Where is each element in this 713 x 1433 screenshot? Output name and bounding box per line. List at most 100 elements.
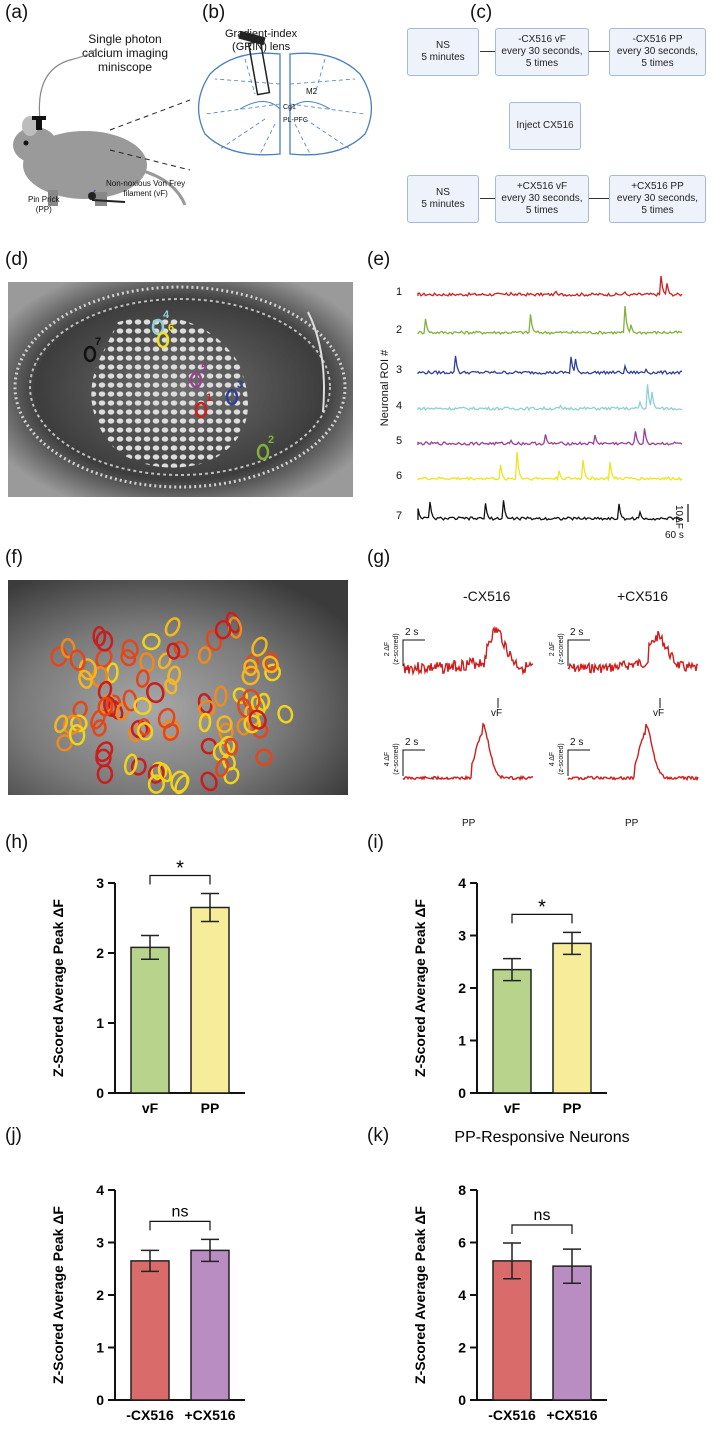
error-bar <box>503 957 521 982</box>
trace-1 <box>417 275 683 297</box>
chart-title: -CX516 <box>149 838 210 839</box>
y-tick-label: 2 <box>458 980 466 996</box>
y-axis-label: Z-Scored Average Peak ΔF <box>50 1206 66 1384</box>
y-axis-label: Z-Scored Average Peak ΔF <box>412 899 428 1077</box>
panel-label-e: (e) <box>367 249 391 270</box>
evoked-trace <box>567 630 699 674</box>
y-tick-label: 2 <box>458 1340 466 1356</box>
y-tick-label: 0 <box>96 1085 104 1101</box>
roi-ring <box>256 692 271 712</box>
chart-j-container: Z-Scored Average Peak ΔF 0 1 2 3 4 -CX516 +CX51… <box>30 1130 350 1430</box>
x-tick-label: vF <box>142 1100 159 1116</box>
roi-ring <box>62 714 82 735</box>
panel-g-minus-title: -CX516 <box>463 588 511 604</box>
roi-ring <box>147 764 165 784</box>
panel-f-roi-map <box>8 580 348 795</box>
roi-ring <box>54 714 69 734</box>
error-bar <box>563 931 581 956</box>
roi-contour-1 <box>194 401 208 419</box>
panel-label-f: (f) <box>5 547 23 568</box>
y-tick-label: 2 <box>96 1287 104 1303</box>
pin-prick-label: Pin Prick (PP) <box>28 195 60 214</box>
y-tick-label: 0 <box>458 1392 466 1408</box>
chart-i-container: +CX516 Z-Scored Average Peak ΔF 0 1 2 3 4 vF PP * <box>392 838 712 1123</box>
evoked-trace <box>402 625 534 677</box>
bar-vF <box>130 946 170 1094</box>
scale-bar <box>687 504 689 522</box>
y-tick-label: 3 <box>96 875 104 891</box>
roi-ring <box>162 723 179 742</box>
roi-ring <box>95 741 114 763</box>
trace-4 <box>417 384 683 412</box>
roi-ring <box>218 722 234 741</box>
flow-box-ns-2: NS 5 minutes <box>407 175 479 223</box>
significance-label: ns <box>534 1207 551 1224</box>
x-tick-label: +CX516 <box>185 1407 236 1423</box>
evoked-trace <box>402 722 534 782</box>
roi-labels: 1 2 3 4 5 6 7 <box>8 282 353 497</box>
time-bar-label: 2 s <box>405 737 419 748</box>
y-tick-label: 3 <box>458 928 466 944</box>
roi-ring <box>236 717 251 736</box>
trace-label: 7 <box>396 510 402 522</box>
trace-6 <box>417 451 683 482</box>
trace-label: 3 <box>396 364 402 376</box>
bar-+CX516 <box>190 1249 230 1401</box>
roi-ring <box>167 665 182 686</box>
roi-ring <box>142 633 161 651</box>
trace-label: 4 <box>396 400 402 412</box>
y-tick-label: 3 <box>96 1235 104 1251</box>
stimulus-label: PP <box>625 818 639 829</box>
error-bar <box>503 1242 521 1280</box>
roi-contour-4 <box>151 318 165 336</box>
roi-ring <box>130 757 147 776</box>
roi-contours <box>83 318 270 461</box>
stimulus-label: vF <box>653 708 665 719</box>
roi-ring <box>224 737 239 756</box>
roi-ring <box>262 655 279 674</box>
bar-chart-j: Z-Scored Average Peak ΔF 0 1 2 3 4 -CX516 +CX51… <box>50 1182 245 1423</box>
x-tick-label: PP <box>201 1100 220 1116</box>
significance-label: * <box>538 896 546 918</box>
roi-contour-7 <box>83 345 97 363</box>
panel-label-j: (j) <box>5 1125 22 1146</box>
y-tick-label: 1 <box>96 1015 104 1031</box>
roi-ring <box>214 619 232 640</box>
panel-label-h: (h) <box>5 832 29 853</box>
roi-contour-2 <box>256 443 270 461</box>
roi-ring <box>147 774 165 794</box>
roi-ring <box>69 649 86 671</box>
roi-ring <box>173 640 189 659</box>
roi-ring <box>197 646 212 664</box>
significance-label: ns <box>172 1203 189 1220</box>
panel-b: Gradient-index (GRIN) lens M2 Cg1 PL-PFC <box>185 24 385 174</box>
flow-box-inject: Inject CX516 <box>509 102 581 150</box>
flow-connector <box>480 51 495 52</box>
y-axis-label: Z-Scored Average Peak ΔF <box>50 899 66 1077</box>
roi-number: 6 <box>168 322 175 334</box>
significance-bracket <box>149 874 211 885</box>
trace-label: 1 <box>396 286 402 298</box>
plpfc-label: PL-PFC <box>283 117 308 124</box>
roi-number: 7 <box>95 336 102 348</box>
panel-label-i: (i) <box>367 832 384 853</box>
panel-label-d: (d) <box>5 249 29 270</box>
x-tick-label: -CX516 <box>488 1407 536 1423</box>
y-tick-label: 2 <box>96 945 104 961</box>
y-tick-label: 1 <box>96 1340 104 1356</box>
roi-ring <box>60 637 76 659</box>
roi-ring <box>243 714 261 734</box>
x-tick-label: +CX516 <box>547 1407 598 1423</box>
trace-3 <box>417 355 683 376</box>
roi-contour-3 <box>225 388 239 406</box>
bar-chart-i: +CX516 Z-Scored Average Peak ΔF 0 1 2 3 4 vF PP * <box>412 838 607 1116</box>
roi-contour-6 <box>156 331 170 349</box>
roi-ring <box>150 761 168 781</box>
y-axis-label: Z-Scored Average Peak ΔF <box>412 1206 428 1384</box>
flow-box-plus-pp: +CX516 PP every 30 seconds, 5 times <box>609 175 706 223</box>
roi-ring <box>97 696 114 717</box>
panel-g-plus-title: +CX516 <box>617 588 668 604</box>
roi-ring <box>216 715 233 734</box>
panel-a: Single photon calcium imaging miniscope Pi… <box>0 30 200 240</box>
significance-bracket <box>511 913 573 924</box>
